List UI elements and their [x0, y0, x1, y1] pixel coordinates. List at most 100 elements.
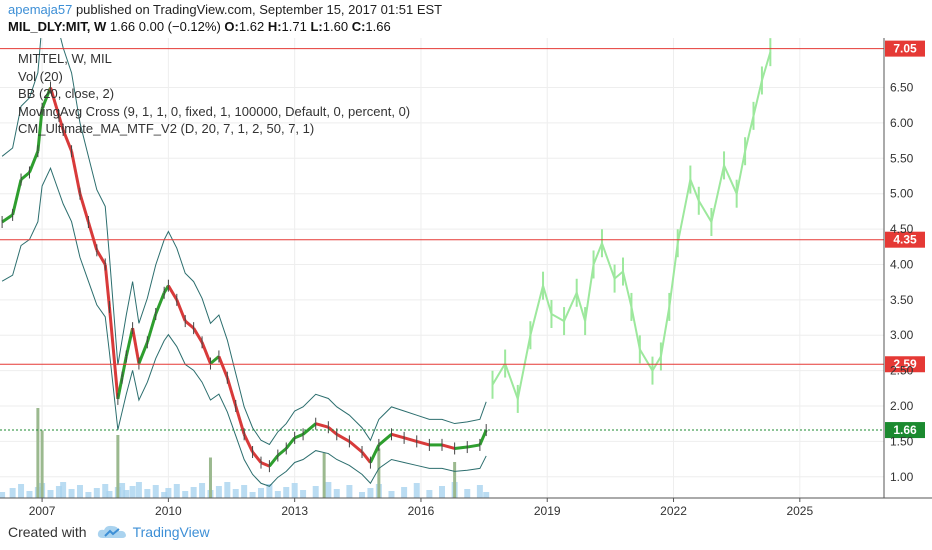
price-segment [268, 454, 280, 468]
price-tick-label: 4.00 [890, 257, 914, 271]
volume-bars [0, 408, 490, 498]
price-segment [86, 221, 99, 251]
price-segment [1, 213, 14, 224]
tradingview-cloud-icon [97, 525, 126, 538]
price-tick-label: 5.50 [890, 151, 914, 165]
volume-bar [102, 484, 109, 498]
volume-bar [274, 491, 281, 498]
price-segment [315, 422, 329, 429]
volume-bar [106, 491, 113, 498]
legend-movingavg-cross[interactable]: MovingAvg Cross (9, 1, 1, 0, fixed, 1, 1… [18, 103, 411, 119]
price-segment [276, 447, 288, 457]
bollinger-upper [1, 38, 487, 446]
price-segment [137, 341, 149, 365]
price-segment [124, 327, 135, 357]
price-segment [336, 432, 351, 443]
legend-title: MITTEL, W, MIL [18, 51, 112, 66]
legend-cm-ultimate-ma[interactable]: CM_Ultimate_MA_MTF_V2 (D, 20, 7, 1, 2, 5… [18, 121, 315, 136]
volume-bar [388, 491, 395, 498]
price-chart[interactable]: 7.05 4.35 2.59 1.66 1.00 1.50 2.00 2.50 3.00 3.5… [0, 38, 932, 520]
volume-bar [300, 490, 307, 498]
volume-bar [165, 488, 172, 498]
volume-bar [232, 489, 239, 498]
horizontal-line-label: 7.05 [893, 42, 917, 56]
volume-bar [241, 485, 248, 498]
price-tick-label: 5.00 [890, 187, 914, 201]
price-segment [116, 377, 124, 400]
price-segment [145, 313, 158, 343]
volume-spike [453, 462, 457, 498]
volume-bar [55, 486, 62, 498]
projection-line [491, 51, 772, 403]
volume-bar [190, 487, 197, 498]
volume-bar [283, 487, 290, 498]
volume-bar [413, 483, 420, 498]
price-segment [327, 426, 338, 436]
price-segment [285, 436, 296, 450]
time-tick-label: 2016 [408, 504, 435, 518]
price-segment [251, 451, 263, 464]
volume-bar [85, 492, 92, 498]
plot-background [0, 38, 884, 498]
price-segment [369, 444, 381, 464]
price-tick-label: 6.00 [890, 116, 914, 130]
volume-bar [182, 491, 189, 498]
volume-bar [426, 490, 433, 498]
price-segment [40, 86, 52, 110]
price-segment [107, 306, 120, 400]
quote-line: MIL_DLY:MIT, W 1.66 0.00 (−0.12%) O:1.62… [8, 19, 391, 34]
price-segment [36, 108, 44, 152]
price-segment [242, 433, 254, 453]
volume-bar [312, 486, 319, 498]
time-tick-label: 2019 [534, 504, 561, 518]
price-segment [467, 443, 481, 449]
price-series [1, 38, 772, 487]
volume-bar [249, 492, 256, 498]
volume-bar [144, 489, 151, 498]
price-segment [11, 179, 23, 216]
tradingview-brand[interactable]: TradingView [132, 524, 210, 540]
price-segment [192, 327, 204, 344]
price-segment [49, 87, 61, 117]
volume-bar [367, 488, 374, 498]
volume-bar [9, 488, 16, 498]
last-price-tag [885, 422, 925, 439]
time-axis[interactable]: 2007 2010 2013 2016 2019 2022 2025 [29, 498, 814, 518]
volume-spike [322, 453, 326, 498]
symbol-label: MIL_DLY:MIT, W [8, 19, 107, 34]
price-segment [225, 377, 238, 407]
price-axis[interactable]: 1.00 1.50 2.00 2.50 3.00 3.50 4.00 4.50 5.00 5.50… [890, 81, 914, 484]
price-segment [416, 439, 430, 447]
volume-bar [291, 483, 298, 498]
price-tick-label: 6.50 [890, 81, 914, 95]
price-tick-label: 3.00 [890, 328, 914, 342]
grid [0, 38, 884, 498]
author-username[interactable]: apemaja57 [8, 2, 73, 17]
volume-bar [224, 482, 231, 498]
price-segment [348, 440, 363, 454]
legend-volume[interactable]: Vol (20) [18, 68, 63, 84]
price-segment [217, 355, 229, 379]
price-segment [57, 115, 65, 131]
price-segment [154, 292, 166, 315]
footer: Created with TradingView [8, 524, 210, 540]
price-segment [441, 443, 456, 450]
volume-spike [377, 448, 381, 498]
volume-bar [76, 485, 83, 498]
price-segment [377, 433, 393, 447]
price-tick-label: 3.50 [890, 293, 914, 307]
legend-bollinger[interactable]: BB (20, close, 2) [18, 86, 115, 101]
horizontal-line-tag [885, 40, 925, 57]
volume-bar [152, 485, 159, 498]
price-segment [209, 355, 220, 365]
volume-bar [266, 484, 273, 498]
price-segment [184, 319, 195, 330]
volume-spike [36, 408, 40, 498]
indicator-legend: MITTEL, W, MIL Vol (20) BB (20, close, 2… [18, 50, 410, 138]
volume-bar [0, 492, 6, 498]
price-segment [234, 405, 246, 435]
price-tick-label: 2.00 [890, 399, 914, 413]
price-segment [167, 284, 179, 301]
time-tick-label: 2010 [155, 504, 182, 518]
volume-bar [119, 483, 126, 498]
